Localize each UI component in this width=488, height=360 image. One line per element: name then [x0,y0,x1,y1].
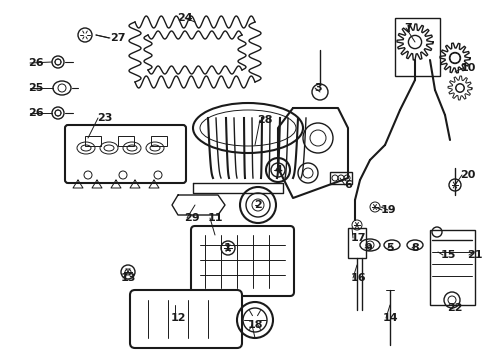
Bar [347,228,365,258]
Text: 29: 29 [184,213,200,223]
Text: 12: 12 [170,313,185,323]
Bar [429,230,474,305]
Text: 6: 6 [344,180,351,190]
FancyBboxPatch shape [65,125,185,183]
Text: 26: 26 [28,58,44,68]
Text: 19: 19 [379,205,395,215]
Text: 1: 1 [224,243,231,253]
Text: 16: 16 [349,273,365,283]
Text: 9: 9 [364,243,371,253]
Text: 21: 21 [467,250,482,260]
Text: 20: 20 [459,170,475,180]
FancyBboxPatch shape [130,290,242,348]
Text: 10: 10 [459,63,475,73]
Text: 28: 28 [257,115,272,125]
Text: 22: 22 [447,303,462,313]
FancyBboxPatch shape [191,226,293,296]
Text: 11: 11 [207,213,223,223]
Text: 13: 13 [120,273,135,283]
Text: 25: 25 [28,83,43,93]
Text: 4: 4 [273,165,282,175]
Text: 18: 18 [247,320,262,330]
Bar [118,136,134,146]
Text: 24: 24 [177,13,192,23]
Bar [85,136,101,146]
Text: 14: 14 [382,313,397,323]
Text: 7: 7 [403,23,411,33]
Text: 17: 17 [349,233,365,243]
Bar [151,136,167,146]
Text: 5: 5 [386,243,393,253]
Text: 2: 2 [254,200,262,210]
Text: 27: 27 [110,33,125,43]
Text: 26: 26 [28,108,44,118]
Text: 8: 8 [410,243,418,253]
Text: 15: 15 [439,250,455,260]
Text: 23: 23 [97,113,112,123]
Text: 3: 3 [314,83,321,93]
Bar [329,172,351,184]
Bar [394,18,439,76]
